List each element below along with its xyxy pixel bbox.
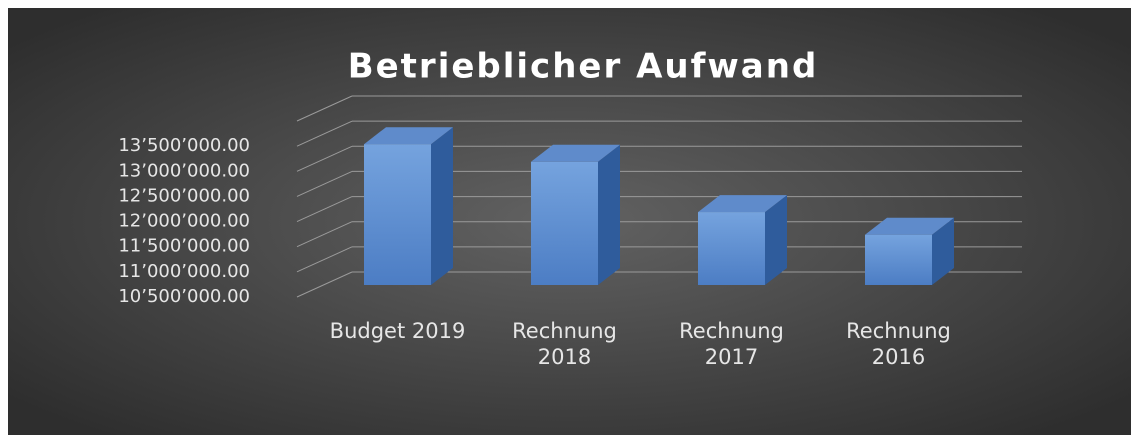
x-tick-label-box: Rechnung 2016 (846, 319, 951, 369)
chart-title: Betrieblicher Aufwand (348, 47, 819, 87)
y-tick-label: 11’000’000.00 (118, 261, 250, 282)
x-tick-label: Rechnung 2016 (846, 319, 951, 369)
bar (698, 212, 765, 285)
x-tick-label: Budget 2019 (329, 319, 466, 343)
grid-line (296, 221, 353, 248)
bar-top (531, 144, 620, 162)
x-tick-label: Rechnung 2018 (512, 319, 617, 369)
x-tick-label-box: Budget 2019 (329, 319, 466, 343)
x-tick-label: Rechnung 2017 (679, 319, 784, 369)
grid-line (296, 271, 353, 298)
bar (364, 144, 431, 285)
bar (531, 161, 598, 285)
bar-side (431, 127, 453, 285)
y-tick-label: 12’000’000.00 (118, 211, 250, 232)
bar-top (364, 127, 453, 145)
y-tick-label: 10’500’000.00 (118, 286, 250, 307)
y-tick-label: 13’500’000.00 (118, 135, 250, 156)
y-tick-label: 11’500’000.00 (118, 236, 250, 257)
grid-line (296, 145, 353, 172)
y-tick-label: 12’500’000.00 (118, 185, 250, 206)
grid-line (296, 120, 353, 147)
bar-side (598, 144, 620, 285)
axis-line (296, 95, 353, 122)
bar-side (932, 217, 954, 285)
bar-side (765, 195, 787, 285)
x-tick-label-box: Rechnung 2017 (679, 319, 784, 369)
grid-line (296, 246, 353, 273)
grid-line (296, 170, 353, 197)
y-tick-label: 13’000’000.00 (118, 160, 250, 181)
bar-top (865, 217, 954, 235)
bar-top (698, 195, 787, 213)
grid-line (296, 196, 353, 223)
x-tick-label-box: Rechnung 2018 (512, 319, 617, 369)
bar (865, 234, 932, 285)
